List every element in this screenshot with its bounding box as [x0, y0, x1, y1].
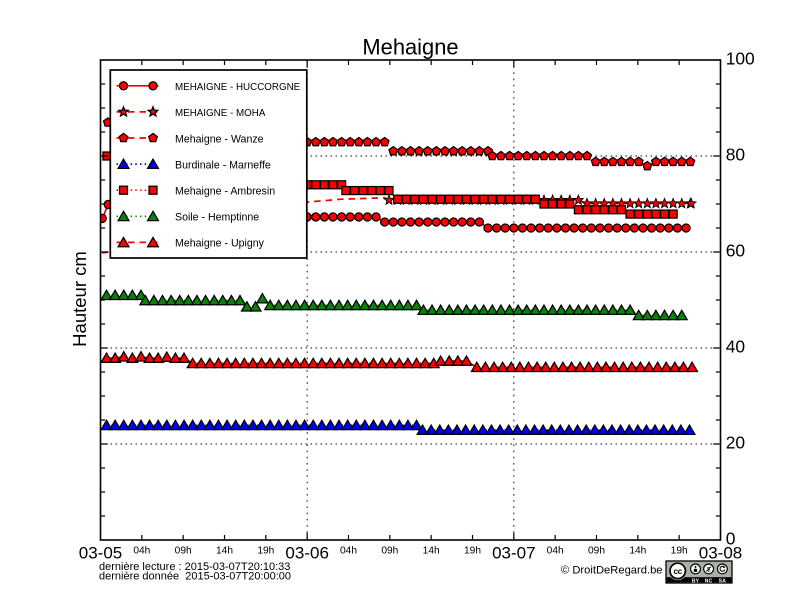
svg-text:Mehaigne: Mehaigne: [362, 35, 458, 60]
svg-text:60: 60: [726, 241, 745, 261]
svg-text:03-08: 03-08: [699, 544, 742, 563]
svg-text:Hauteur cm: Hauteur cm: [69, 251, 90, 347]
svg-text:Soile - Hemptinne: Soile - Hemptinne: [175, 212, 259, 224]
svg-text:03-07: 03-07: [492, 544, 535, 563]
svg-text:cc: cc: [673, 567, 682, 576]
svg-text:100: 100: [726, 49, 755, 69]
svg-text:03-05: 03-05: [79, 544, 122, 563]
svg-text:14h: 14h: [629, 546, 646, 557]
svg-text:80: 80: [726, 145, 745, 165]
svg-text:03-06: 03-06: [285, 544, 328, 563]
svg-text:© DroitDeRegard.be: © DroitDeRegard.be: [561, 565, 663, 577]
svg-text:Burdinale - Marneffe: Burdinale - Marneffe: [175, 159, 271, 171]
svg-text:14h: 14h: [423, 546, 440, 557]
svg-text:40: 40: [726, 337, 745, 357]
svg-text:Mehaigne - Ambresin: Mehaigne - Ambresin: [175, 186, 275, 198]
svg-text:Mehaigne - Wanze: Mehaigne - Wanze: [175, 133, 264, 145]
svg-text:NC: NC: [705, 578, 713, 584]
svg-text:19h: 19h: [257, 546, 274, 557]
svg-text:dernière lecture : 2015-03-07T: dernière lecture : 2015-03-07T20:10:33: [99, 561, 290, 573]
svg-text:dernière donnée 2015-03-07T20: dernière donnée 2015-03-07T20:00:00: [99, 571, 291, 583]
svg-text:04h: 04h: [133, 546, 150, 557]
svg-text:0: 0: [726, 529, 736, 549]
svg-text:09h: 09h: [381, 546, 398, 557]
svg-text:Mehaigne - Upigny: Mehaigne - Upigny: [175, 238, 265, 250]
svg-text:19h: 19h: [671, 546, 688, 557]
svg-text:MEHAIGNE - HUCCORGNE: MEHAIGNE - HUCCORGNE: [175, 82, 301, 93]
svg-text:09h: 09h: [588, 546, 605, 557]
svg-text:SA: SA: [719, 578, 727, 584]
svg-text:09h: 09h: [175, 546, 192, 557]
svg-text:19h: 19h: [464, 546, 481, 557]
svg-text:14h: 14h: [216, 546, 233, 557]
svg-text:BY: BY: [692, 578, 700, 584]
svg-text:20: 20: [726, 433, 745, 453]
svg-text:04h: 04h: [340, 546, 357, 557]
svg-text:$: $: [707, 566, 711, 573]
svg-text:04h: 04h: [547, 546, 564, 557]
svg-text:MEHAIGNE - MOHA: MEHAIGNE - MOHA: [175, 108, 266, 119]
